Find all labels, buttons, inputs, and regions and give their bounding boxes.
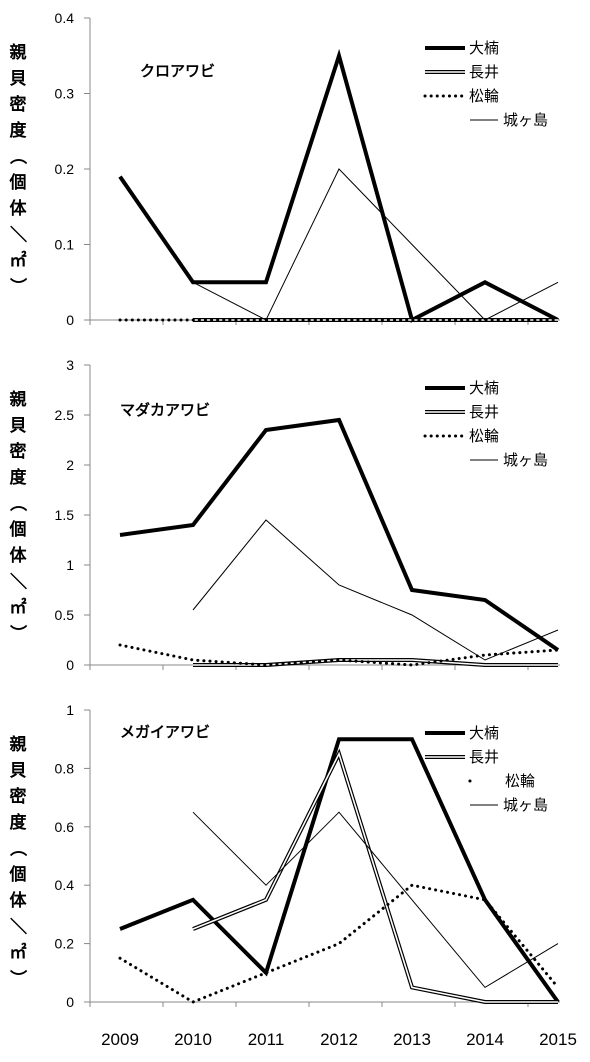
series-line-2-1: [119, 417, 560, 652]
y-axis-label-char: 貝: [10, 416, 27, 436]
y-axis-label-char: ）: [7, 278, 28, 295]
y-axis-label-char: 密: [10, 786, 27, 807]
y-axis-label-char: 体: [10, 198, 28, 219]
y-tick-label-3: 0.4: [55, 877, 75, 893]
legend-label-1-2: 長井: [469, 63, 499, 81]
y-tick-label-1: 0.2: [55, 161, 75, 177]
y-axis-label-char: 個: [9, 172, 27, 193]
panel-title-2: マダカアワビ: [120, 401, 210, 419]
y-axis-label-char: 体: [10, 545, 28, 566]
x-tick-label: 2012: [320, 1030, 358, 1049]
y-axis-label-char: ）: [7, 625, 28, 642]
y-tick-label-2: 1.5: [55, 507, 75, 523]
y-axis-label-char: ／: [7, 226, 28, 243]
legend-label-3-4: 城ヶ島: [503, 796, 548, 814]
series-line-3-2: [192, 748, 558, 1004]
y-axis-label-char: （: [7, 148, 28, 165]
y-axis-label-char: 親: [10, 734, 27, 755]
x-tick-label: 2011: [248, 1030, 285, 1049]
y-tick-label-2: 2.5: [55, 407, 75, 423]
y-axis-label-char: 貝: [10, 761, 27, 781]
y-axis-label-char: 親: [10, 389, 27, 410]
x-tick-label: 2013: [393, 1030, 431, 1049]
y-axis-label-char: 体: [10, 890, 28, 911]
legend-label-2-4: 城ヶ島: [503, 451, 548, 469]
x-tick-label: 2010: [174, 1030, 212, 1049]
y-axis-label-char: ㎡: [10, 942, 27, 963]
series-line-3-1: [119, 737, 560, 1004]
x-tick-label: 2014: [466, 1030, 504, 1049]
y-axis-label-char: ／: [7, 573, 28, 590]
y-axis-label-char: 密: [10, 94, 27, 115]
series-line-1-4: [192, 168, 559, 321]
legend-label-3-2: 長井: [469, 748, 499, 766]
y-axis-label-char: 貝: [10, 69, 27, 89]
legend-label-2-1: 大楠: [469, 379, 499, 397]
panel-title-3: メガイアワビ: [120, 723, 210, 741]
y-tick-label-1: 0.1: [55, 237, 75, 253]
series-line-3-3: [118, 883, 560, 1004]
y-axis-label-char: 個: [9, 519, 27, 540]
legend-label-1-1: 大楠: [469, 39, 499, 57]
y-tick-label-2: 1: [66, 557, 74, 573]
panel-title-1: クロアワビ: [140, 62, 215, 80]
legend-label-2-3: 松輪: [469, 427, 499, 445]
series-line-2-4: [192, 519, 559, 661]
legend-label-3-3: 松輪: [505, 772, 535, 790]
y-axis-label-char: ）: [7, 970, 28, 987]
y-tick-label-2: 3: [66, 357, 74, 373]
y-tick-label-1: 0.3: [55, 86, 75, 102]
y-tick-label-1: 0: [66, 312, 74, 328]
series-line-3-4: [192, 811, 559, 989]
y-axis-label-char: 親: [10, 42, 27, 63]
y-axis-label-char: 度: [10, 120, 28, 141]
y-axis-label-char: ㎡: [10, 597, 27, 618]
y-tick-label-2: 2: [66, 457, 74, 473]
y-axis-label-char: 度: [10, 812, 28, 833]
y-tick-label-2: 0.5: [55, 607, 75, 623]
y-tick-label-3: 0.6: [55, 819, 75, 835]
y-axis-label-char: ㎡: [10, 250, 27, 271]
y-axis-label-char: 密: [10, 441, 27, 462]
y-axis-label-char: ／: [7, 918, 28, 935]
y-axis-label-char: （: [7, 495, 28, 512]
y-tick-label-3: 0.8: [55, 760, 75, 776]
y-tick-label-3: 1: [66, 702, 74, 718]
y-axis-label-char: 個: [9, 864, 27, 885]
legend-label-2-2: 長井: [469, 403, 499, 421]
legend-label-1-4: 城ヶ島: [503, 111, 548, 129]
x-tick-label: 2009: [101, 1030, 139, 1049]
legend-label-3-1: 大楠: [469, 724, 499, 742]
y-tick-label-3: 0.2: [55, 936, 75, 952]
series-line-2-3: [118, 643, 560, 667]
y-axis-label-char: （: [7, 840, 28, 857]
y-tick-label-3: 0: [66, 994, 74, 1010]
x-tick-label: 2015: [539, 1030, 577, 1049]
y-axis-label-char: 度: [10, 467, 28, 488]
y-tick-label-1: 0.4: [55, 10, 75, 26]
series-line-2-2-inner: [193, 659, 558, 666]
legend-label-1-3: 松輪: [469, 87, 499, 105]
series-line-3-2-inner: [192, 751, 558, 1003]
y-tick-label-2: 0: [66, 657, 74, 673]
